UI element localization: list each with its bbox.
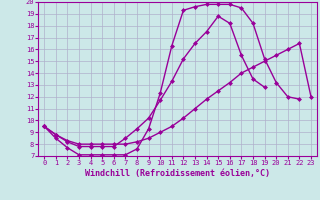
X-axis label: Windchill (Refroidissement éolien,°C): Windchill (Refroidissement éolien,°C) (85, 169, 270, 178)
